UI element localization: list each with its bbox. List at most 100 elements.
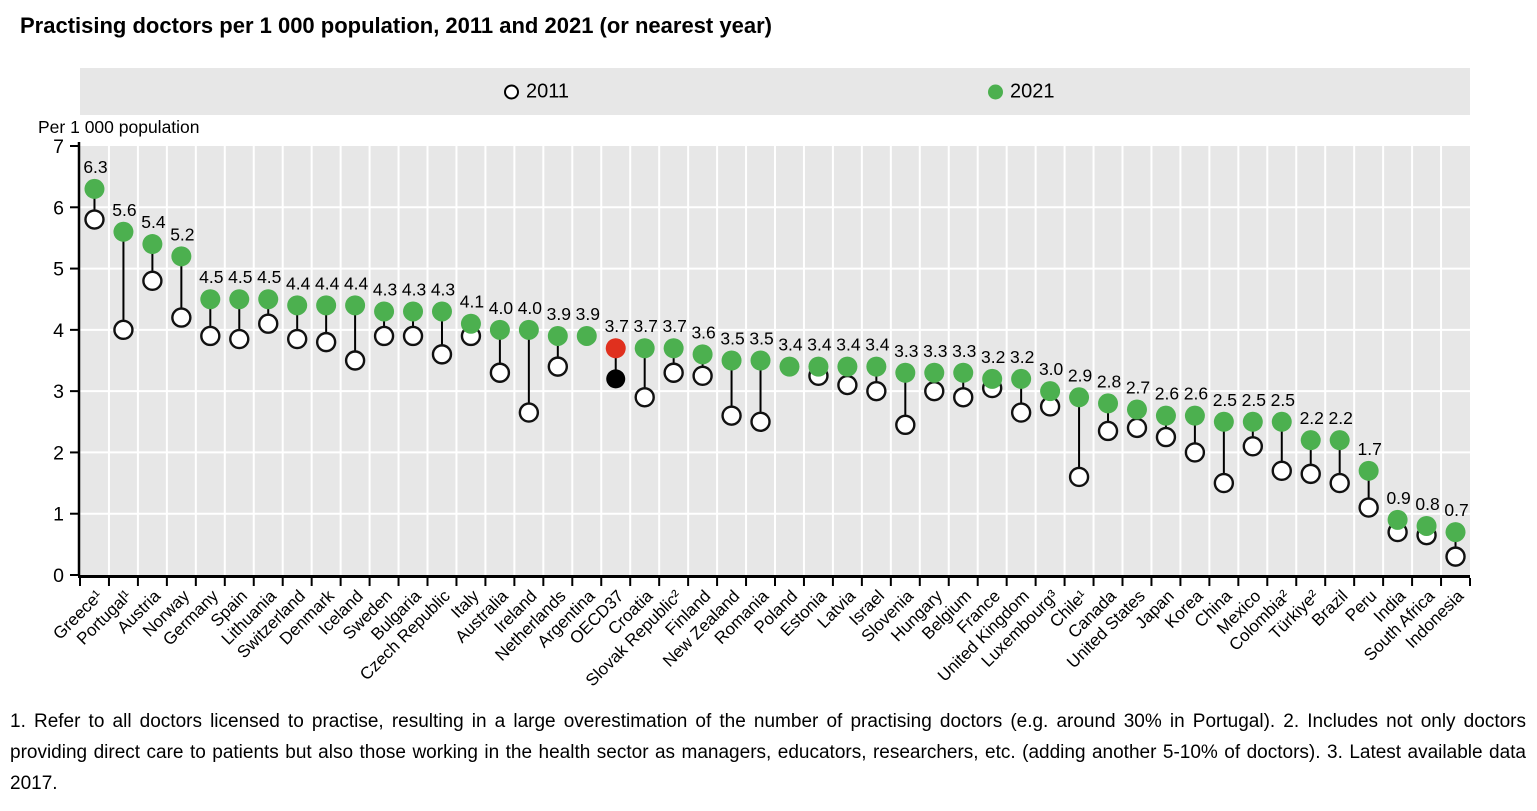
- chart-title: Practising doctors per 1 000 population,…: [20, 13, 772, 38]
- data-point-2011: [924, 380, 945, 402]
- data-point-2021: [924, 362, 945, 383]
- data-point-2011: [113, 319, 134, 341]
- data-point-2021: [663, 338, 684, 359]
- data-point-2021: [258, 289, 279, 310]
- value-label: 3.3: [952, 341, 976, 361]
- value-label: 2.5: [1213, 390, 1237, 410]
- data-point-2011: [402, 325, 424, 347]
- y-axis-title: Per 1 000 population: [38, 117, 200, 137]
- value-label: 3.2: [1010, 347, 1034, 367]
- value-label: 3.4: [836, 335, 861, 355]
- data-point-2021: [431, 301, 452, 322]
- value-label: 3.7: [662, 316, 686, 336]
- data-point-2021: [1416, 515, 1437, 536]
- value-label: 0.7: [1444, 500, 1468, 520]
- data-point-2011: [286, 328, 308, 350]
- data-point-2011: [1068, 466, 1090, 488]
- data-point-2021: [1011, 368, 1032, 389]
- value-label: 3.6: [691, 322, 715, 342]
- data-point-2011: [373, 325, 395, 347]
- legend-item-2021: 2021: [988, 80, 1055, 103]
- data-point-2011: [721, 405, 742, 426]
- data-point-2011: [344, 350, 366, 371]
- value-label: 4.3: [373, 279, 397, 299]
- legend-label-2011: 2011: [526, 80, 570, 102]
- data-point-2021: [316, 295, 337, 316]
- data-point-2021: [518, 319, 539, 340]
- data-point-2011: [229, 328, 250, 350]
- value-label: 3.2: [981, 347, 1005, 367]
- value-label: 4.5: [228, 267, 252, 287]
- value-label: 2.8: [1097, 371, 1121, 391]
- legend: 2011 2021: [80, 68, 1470, 115]
- data-point-2011: [518, 402, 540, 423]
- data-point-2021: [721, 350, 742, 371]
- data-point-2021: [808, 356, 829, 377]
- data-point-2021: [1069, 387, 1090, 408]
- value-label: 5.6: [112, 200, 136, 220]
- data-point-2021: [1184, 405, 1205, 426]
- value-label: 3.4: [807, 335, 832, 355]
- value-label: 0.8: [1415, 494, 1439, 514]
- data-point-2011-oecd: [606, 369, 626, 389]
- value-label: 3.4: [865, 335, 890, 355]
- data-point-2011: [142, 270, 163, 292]
- data-point-2011: [171, 307, 192, 328]
- footnotes: 1. Refer to all doctors licensed to prac…: [10, 711, 1526, 794]
- value-label: 4.3: [402, 279, 426, 299]
- open-circle-icon: [504, 84, 519, 99]
- data-point-2021: [547, 325, 568, 346]
- data-point-2021: [171, 246, 192, 267]
- data-point-2021: [692, 344, 713, 365]
- data-point-2021: [576, 325, 597, 346]
- data-point-2021: [837, 356, 858, 377]
- data-point-2021: [84, 178, 105, 199]
- value-label: 3.0: [1039, 359, 1064, 379]
- y-tick-label: 2: [53, 442, 64, 464]
- data-point-2021: [953, 362, 974, 383]
- data-point-2021: [1271, 411, 1292, 432]
- data-point-2011: [1184, 442, 1206, 463]
- value-label: 3.9: [547, 304, 571, 324]
- y-tick-label: 3: [53, 381, 64, 403]
- data-point-2021: [982, 368, 1003, 389]
- data-point-2011: [258, 313, 279, 334]
- value-label: 4.1: [460, 292, 484, 312]
- value-label: 5.4: [141, 212, 166, 232]
- data-point-2021-oecd: [605, 338, 626, 359]
- y-tick-label: 7: [53, 136, 64, 158]
- value-label: 3.5: [749, 329, 773, 349]
- data-point-2021: [1387, 509, 1408, 530]
- data-point-2021: [1040, 381, 1061, 402]
- data-point-2021: [1126, 399, 1147, 420]
- data-point-2011: [489, 362, 511, 383]
- data-point-2011: [1445, 546, 1466, 567]
- value-label: 4.4: [286, 273, 311, 293]
- data-point-2011: [1213, 472, 1235, 494]
- data-point-2021: [374, 301, 395, 322]
- value-label: 3.7: [605, 316, 629, 336]
- value-label: 3.4: [778, 335, 803, 355]
- data-point-2011: [750, 411, 771, 432]
- value-label: 2.2: [1300, 408, 1324, 428]
- data-point-2011: [431, 344, 453, 365]
- data-point-2011: [1329, 472, 1350, 494]
- y-tick-label: 4: [53, 320, 64, 342]
- data-point-2011: [200, 325, 221, 347]
- y-tick-label: 0: [53, 565, 64, 587]
- data-point-2021: [287, 295, 308, 316]
- x-category-label: Peru: [1342, 586, 1381, 625]
- value-label: 2.5: [1242, 390, 1266, 410]
- data-point-2011: [866, 380, 887, 402]
- filled-circle-icon: [988, 84, 1003, 99]
- data-point-2021: [489, 319, 510, 340]
- data-point-2021: [1098, 393, 1119, 414]
- value-label: 3.9: [576, 304, 600, 324]
- value-label: 3.5: [720, 329, 744, 349]
- data-point-2021: [1329, 430, 1350, 451]
- data-point-2021: [1242, 411, 1263, 432]
- data-point-2011: [315, 331, 337, 353]
- value-label: 4.5: [199, 267, 223, 287]
- value-label: 2.9: [1068, 365, 1092, 385]
